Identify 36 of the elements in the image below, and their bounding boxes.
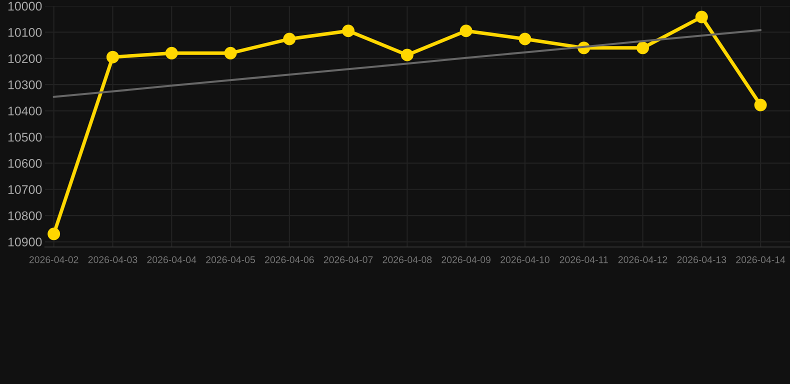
point [400, 48, 414, 62]
point [224, 46, 237, 60]
x-tick-label: 2026-04-09 [442, 256, 490, 264]
point [283, 32, 296, 46]
line-series [52, 29, 762, 98]
x-tick-label: 2026-04-07 [324, 256, 373, 264]
point [460, 24, 472, 38]
point [636, 42, 650, 54]
point [695, 10, 708, 24]
point [754, 98, 767, 112]
x-tick-label: 2026-04-04 [147, 256, 196, 264]
point [342, 24, 355, 38]
y-tick-label: 10300 [8, 80, 42, 90]
x-tick-label: 2026-04-12 [618, 256, 668, 264]
y-tick-label: 10100 [8, 28, 42, 37]
x-tick-label: 2026-04-14 [736, 256, 786, 264]
x-tick-label: 2026-04-05 [206, 256, 255, 264]
x-tick-label: 2026-04-08 [382, 256, 432, 264]
x-tick-label: 2026-04-02 [29, 256, 78, 264]
x-tick-label: 2026-04-06 [265, 256, 314, 264]
y-tick-label: 10200 [8, 54, 42, 64]
x-tick-label: 2026-04-11 [560, 256, 608, 264]
x-tick-label: 2026-04-13 [677, 256, 726, 264]
x-tick-label: 2026-04-03 [88, 256, 138, 264]
y-tick-label: 10700 [8, 185, 42, 194]
y-tick-label: 10500 [8, 132, 42, 142]
point [165, 46, 178, 60]
point [48, 228, 60, 240]
y-tick-label: 10000 [8, 2, 42, 11]
point [106, 50, 119, 64]
y-tick-label: 10800 [8, 211, 42, 220]
y-tick-label: 10600 [8, 158, 42, 168]
point [518, 32, 532, 46]
y-tick-label: 10900 [8, 238, 42, 246]
y-tick-label: 10400 [8, 106, 42, 116]
x-tick-label: 2026-04-10 [500, 256, 550, 264]
